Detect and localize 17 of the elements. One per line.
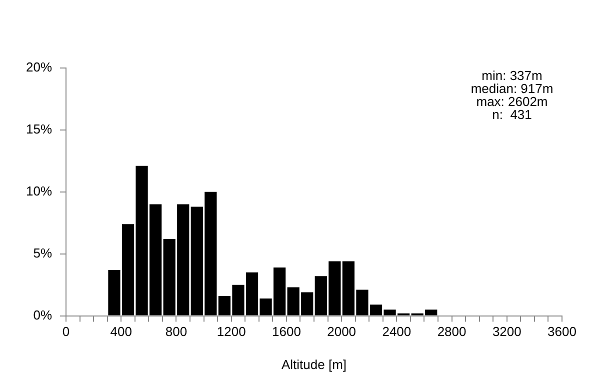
y-tick-label: 0% — [33, 307, 52, 322]
x-tick-label: 2800 — [437, 324, 466, 340]
y-tick-label: 10% — [26, 183, 52, 198]
x-tick-label: 400 — [110, 324, 132, 340]
x-tick-label: 800 — [165, 324, 188, 340]
y-tick-label: 15% — [26, 122, 52, 137]
x-tick-label: 3600 — [548, 324, 576, 340]
x-tick-label: 1200 — [216, 324, 246, 340]
x-tick-label: 0 — [62, 324, 70, 340]
y-tick-label: 5% — [33, 245, 52, 260]
annotation: min: 337m median: 917m max: 2602m n: 431 — [470, 68, 554, 122]
x-tick-label: 2000 — [327, 324, 356, 340]
x-tick-label: 2400 — [382, 324, 412, 340]
x-tick-label: 3200 — [492, 324, 522, 340]
y-tick-label: 20% — [26, 60, 52, 75]
x-axis-title: Altitude [m] — [281, 356, 347, 372]
x-tick-label: 1600 — [272, 324, 301, 340]
